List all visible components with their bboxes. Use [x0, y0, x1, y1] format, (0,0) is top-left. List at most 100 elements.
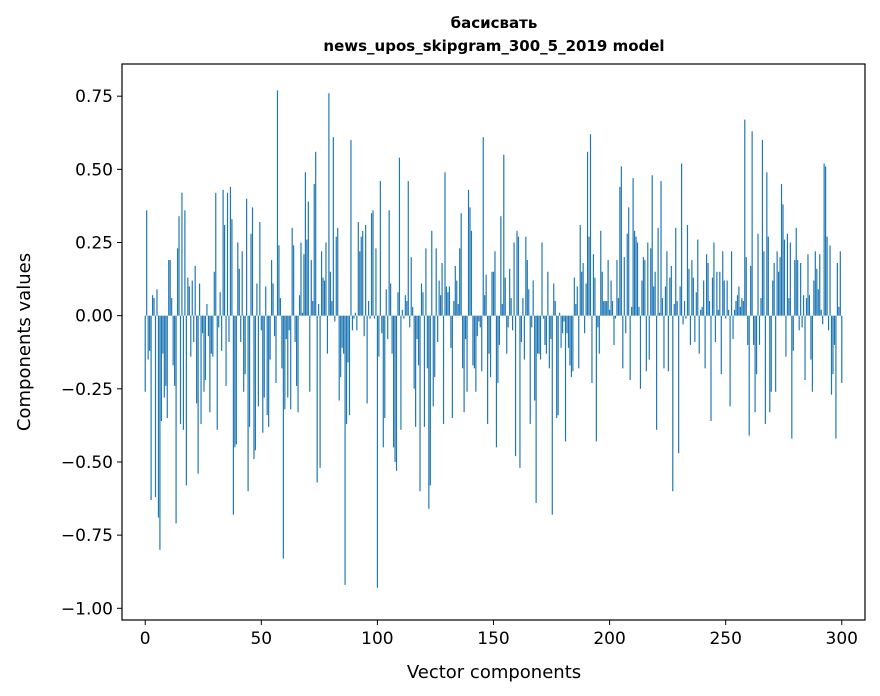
bar-348	[656, 315, 658, 430]
bar-139	[348, 315, 351, 416]
bar-362	[676, 301, 678, 316]
bar-331	[631, 306, 633, 316]
bar-466	[829, 245, 831, 316]
bar-30	[188, 286, 190, 316]
bar-12	[162, 315, 164, 354]
x-axis-ticks: 0 50 100 150 200 250 300	[140, 620, 858, 649]
bar-148	[362, 230, 364, 316]
bar-291	[572, 315, 574, 372]
bar-344	[650, 248, 652, 316]
bar-224	[473, 315, 475, 369]
bar-104	[297, 315, 299, 413]
bar-313	[604, 301, 606, 316]
bar-72	[250, 233, 252, 316]
bar-316	[609, 309, 611, 316]
bar-305	[592, 254, 595, 316]
bar-69	[246, 198, 248, 316]
bar-427	[772, 280, 774, 316]
bar-297	[581, 271, 583, 316]
chart-title: басисвать	[451, 14, 538, 32]
bar-67	[243, 315, 245, 392]
bar-441	[792, 315, 794, 351]
bar-227	[478, 315, 480, 322]
bar-238	[494, 251, 496, 316]
bar-52	[221, 315, 223, 351]
bar-270	[541, 242, 543, 316]
bar-82	[265, 286, 267, 316]
bar-77	[257, 315, 259, 407]
bar-98	[288, 315, 290, 331]
bar-21	[175, 315, 177, 524]
bar-157	[375, 248, 377, 316]
bar-171	[395, 315, 398, 471]
bar-215	[460, 213, 462, 316]
bar-203	[442, 315, 445, 424]
bar-279	[554, 301, 556, 316]
bar-430	[776, 251, 778, 316]
bar-7	[154, 315, 157, 498]
bar-266	[535, 315, 537, 503]
bar-10	[159, 315, 161, 550]
bar-192	[426, 315, 428, 369]
bar-155	[372, 210, 374, 316]
bar-294	[576, 286, 578, 316]
bar-159	[378, 315, 380, 357]
bar-339	[642, 257, 644, 316]
bar-364	[679, 286, 681, 316]
bar-23	[178, 216, 180, 316]
bar-180	[409, 315, 411, 328]
bar-35	[196, 315, 198, 404]
bar-263	[531, 315, 533, 328]
bar-388	[714, 315, 716, 342]
bar-437	[786, 233, 788, 316]
bar-458	[817, 289, 819, 316]
bar-0	[144, 315, 146, 392]
bar-356	[667, 315, 669, 372]
bar-32	[191, 280, 193, 316]
bar-358	[670, 265, 672, 316]
bar-31	[190, 315, 192, 357]
bar-438	[788, 298, 790, 316]
bar-399	[730, 251, 733, 316]
bar-443	[795, 227, 797, 316]
bar-322	[617, 298, 619, 316]
bar-177	[404, 295, 406, 316]
bar-138	[347, 315, 349, 363]
bar-391	[719, 271, 721, 316]
bar-84	[268, 315, 270, 427]
bar-232	[485, 274, 487, 316]
bar-363	[678, 315, 680, 454]
bar-354	[664, 286, 667, 316]
bar-326	[623, 257, 625, 316]
bar-179	[407, 181, 409, 316]
bar-79	[260, 315, 262, 331]
bar-132	[338, 315, 340, 401]
bar-398	[729, 315, 731, 407]
bar-128	[332, 137, 334, 316]
bar-168	[391, 315, 393, 354]
bar-249	[510, 298, 512, 316]
bar-162	[382, 315, 384, 448]
bar-253	[516, 230, 518, 316]
bar-149	[363, 315, 365, 337]
bar-417	[757, 233, 759, 316]
bar-175	[401, 309, 403, 316]
bar-210	[453, 301, 455, 316]
bar-293	[575, 303, 577, 316]
bar-36	[197, 315, 199, 474]
bar-51	[219, 292, 221, 316]
bar-147	[360, 236, 362, 316]
bar-245	[504, 277, 506, 316]
bar-233	[487, 315, 489, 424]
bar-209	[451, 315, 453, 419]
bar-57	[228, 315, 230, 342]
bar-353	[663, 315, 665, 369]
bar-454	[811, 315, 813, 392]
bar-295	[578, 315, 580, 369]
bar-62	[235, 315, 237, 445]
bar-242	[500, 216, 502, 316]
bar-435	[783, 239, 786, 316]
bar-56	[226, 192, 229, 316]
bar-460	[820, 309, 822, 316]
bar-277	[551, 315, 553, 515]
